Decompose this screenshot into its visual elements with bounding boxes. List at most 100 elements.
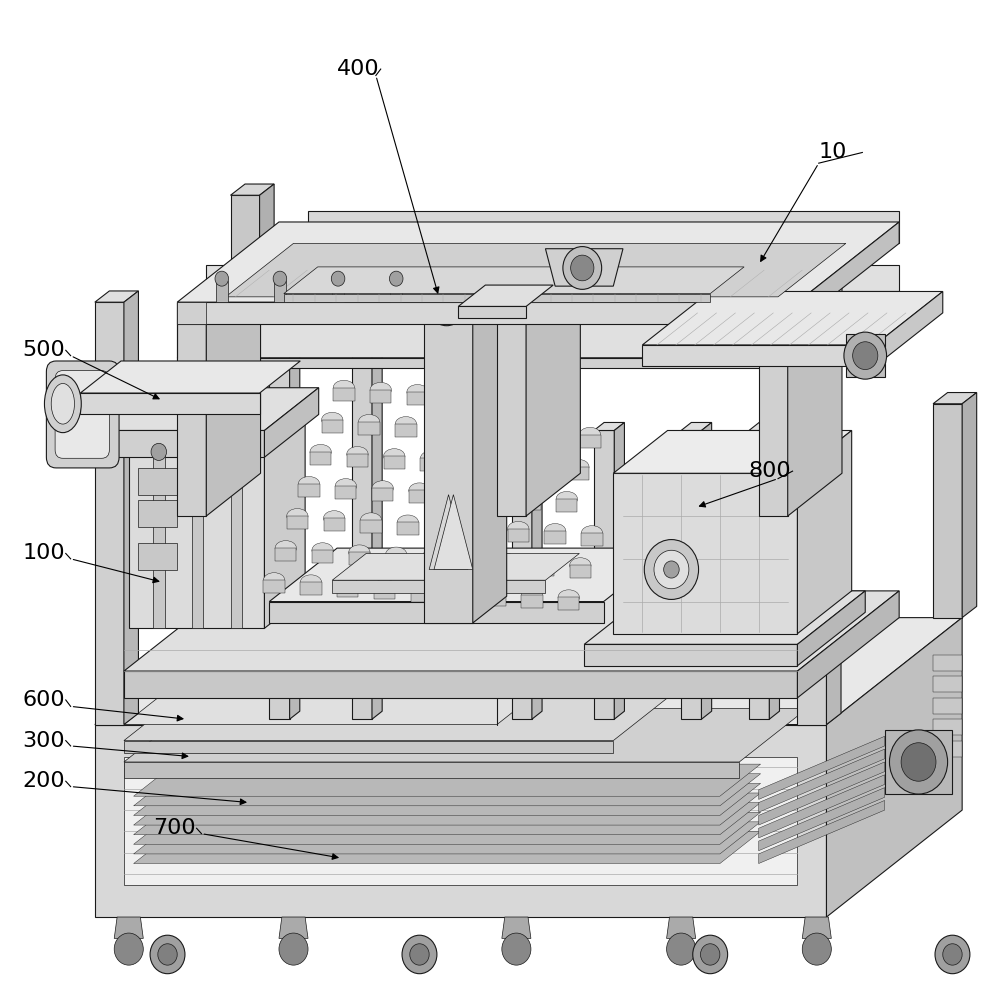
Polygon shape (274, 281, 285, 302)
Ellipse shape (508, 521, 529, 536)
Ellipse shape (556, 491, 578, 506)
Polygon shape (133, 812, 760, 844)
Polygon shape (124, 757, 797, 885)
Polygon shape (372, 488, 394, 501)
Polygon shape (81, 393, 259, 414)
Ellipse shape (581, 526, 602, 541)
Polygon shape (797, 591, 865, 666)
Polygon shape (447, 591, 469, 604)
Polygon shape (124, 741, 613, 753)
Circle shape (667, 933, 696, 965)
Polygon shape (94, 618, 962, 725)
Ellipse shape (545, 524, 566, 538)
Polygon shape (133, 764, 760, 796)
Polygon shape (269, 348, 300, 356)
Polygon shape (458, 306, 526, 318)
Polygon shape (482, 495, 504, 507)
Ellipse shape (337, 577, 359, 592)
Polygon shape (322, 420, 343, 433)
Ellipse shape (521, 588, 543, 603)
Polygon shape (284, 267, 745, 294)
Polygon shape (568, 467, 589, 480)
Ellipse shape (384, 449, 405, 464)
Ellipse shape (558, 590, 580, 605)
Polygon shape (133, 793, 760, 825)
Ellipse shape (263, 573, 284, 588)
Polygon shape (457, 460, 478, 473)
Circle shape (802, 933, 831, 965)
Circle shape (402, 935, 437, 974)
Ellipse shape (335, 479, 357, 494)
Text: 800: 800 (748, 461, 791, 481)
Circle shape (279, 933, 308, 965)
Polygon shape (216, 281, 228, 302)
Polygon shape (207, 259, 260, 516)
Polygon shape (81, 430, 264, 457)
Circle shape (902, 743, 936, 781)
Circle shape (844, 332, 887, 379)
Polygon shape (124, 671, 797, 698)
Polygon shape (802, 917, 831, 938)
Polygon shape (473, 286, 507, 623)
Polygon shape (133, 822, 760, 854)
Ellipse shape (370, 382, 392, 397)
Polygon shape (459, 559, 480, 572)
Polygon shape (177, 302, 207, 324)
Ellipse shape (447, 583, 469, 598)
Polygon shape (558, 597, 580, 610)
Polygon shape (642, 291, 942, 345)
Polygon shape (826, 499, 841, 725)
Polygon shape (289, 348, 300, 719)
Polygon shape (480, 396, 502, 409)
Ellipse shape (323, 511, 345, 526)
Polygon shape (458, 285, 554, 306)
Ellipse shape (445, 485, 467, 500)
Polygon shape (758, 749, 885, 812)
Polygon shape (797, 499, 841, 511)
Polygon shape (758, 302, 787, 516)
Polygon shape (259, 184, 274, 618)
Polygon shape (531, 465, 553, 478)
Ellipse shape (398, 515, 418, 530)
Ellipse shape (517, 391, 539, 406)
Polygon shape (512, 422, 542, 430)
Ellipse shape (570, 558, 591, 573)
Polygon shape (546, 249, 623, 286)
Polygon shape (570, 565, 591, 578)
Polygon shape (332, 281, 344, 302)
Text: 700: 700 (153, 818, 196, 838)
Polygon shape (758, 788, 885, 851)
Polygon shape (133, 803, 760, 835)
Polygon shape (584, 591, 865, 644)
Polygon shape (420, 458, 441, 471)
Polygon shape (496, 561, 517, 574)
Ellipse shape (531, 457, 553, 472)
Polygon shape (411, 589, 432, 602)
Polygon shape (769, 422, 779, 719)
Polygon shape (124, 762, 740, 778)
Polygon shape (374, 587, 396, 599)
Circle shape (853, 342, 878, 370)
Polygon shape (337, 584, 359, 597)
Circle shape (229, 443, 245, 460)
Polygon shape (484, 593, 506, 606)
Text: 500: 500 (22, 340, 65, 360)
Polygon shape (519, 497, 541, 510)
Polygon shape (543, 433, 564, 445)
Polygon shape (226, 243, 846, 297)
Circle shape (114, 933, 143, 965)
Ellipse shape (409, 483, 430, 498)
Polygon shape (432, 426, 453, 439)
Polygon shape (264, 388, 319, 457)
Polygon shape (758, 800, 885, 864)
Polygon shape (512, 430, 532, 719)
Ellipse shape (322, 412, 343, 427)
Polygon shape (933, 698, 962, 714)
Polygon shape (133, 831, 760, 864)
Ellipse shape (310, 444, 331, 459)
Polygon shape (94, 302, 124, 725)
Polygon shape (469, 428, 490, 441)
FancyBboxPatch shape (55, 371, 109, 458)
Ellipse shape (407, 385, 428, 399)
Polygon shape (409, 490, 430, 503)
